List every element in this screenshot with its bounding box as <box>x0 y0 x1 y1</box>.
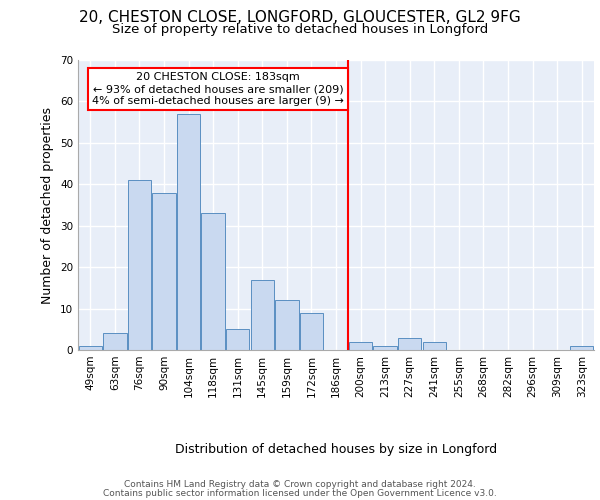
Bar <box>226 330 250 350</box>
Text: 20, CHESTON CLOSE, LONGFORD, GLOUCESTER, GL2 9FG: 20, CHESTON CLOSE, LONGFORD, GLOUCESTER,… <box>79 10 521 25</box>
Bar <box>373 346 397 350</box>
Text: Size of property relative to detached houses in Longford: Size of property relative to detached ho… <box>112 22 488 36</box>
Bar <box>177 114 200 350</box>
Bar <box>202 214 225 350</box>
Bar <box>103 334 127 350</box>
Bar <box>251 280 274 350</box>
Text: 20 CHESTON CLOSE: 183sqm
← 93% of detached houses are smaller (209)
4% of semi-d: 20 CHESTON CLOSE: 183sqm ← 93% of detach… <box>92 72 344 106</box>
Y-axis label: Number of detached properties: Number of detached properties <box>41 106 55 304</box>
Bar <box>422 342 446 350</box>
Bar <box>349 342 372 350</box>
Bar <box>300 312 323 350</box>
Text: Contains HM Land Registry data © Crown copyright and database right 2024.: Contains HM Land Registry data © Crown c… <box>124 480 476 489</box>
Bar <box>128 180 151 350</box>
Text: Contains public sector information licensed under the Open Government Licence v3: Contains public sector information licen… <box>103 489 497 498</box>
Bar <box>79 346 102 350</box>
Bar <box>275 300 299 350</box>
Bar <box>570 346 593 350</box>
Text: Distribution of detached houses by size in Longford: Distribution of detached houses by size … <box>175 442 497 456</box>
Bar <box>152 192 176 350</box>
Bar <box>398 338 421 350</box>
